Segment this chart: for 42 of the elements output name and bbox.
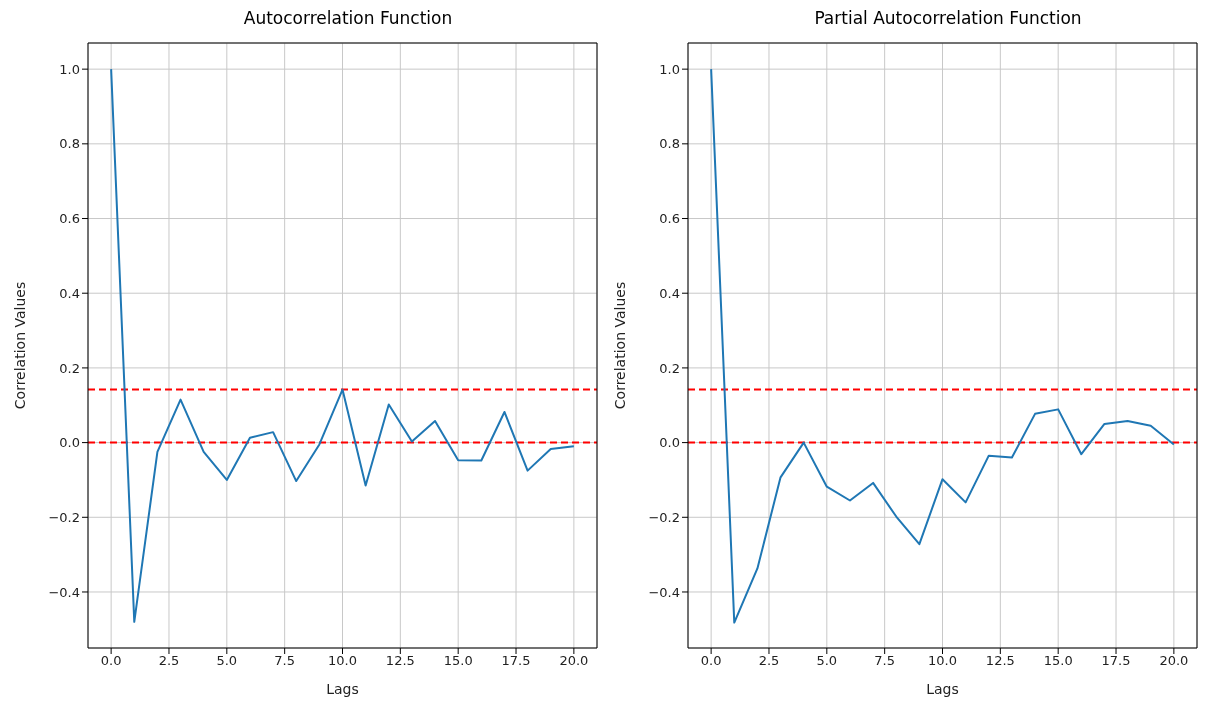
x-tick-label: 15.0 — [1043, 653, 1073, 669]
y-tick-label: 0.0 — [659, 435, 680, 451]
x-tick-label: 2.5 — [758, 653, 780, 669]
chart-title: Autocorrelation Function — [242, 8, 454, 30]
x-axis-title: Lags — [926, 681, 959, 697]
y-axis-title: Correlation Values — [11, 281, 28, 410]
y-tick-label: 0.6 — [59, 211, 80, 227]
x-tick-label: 0.0 — [700, 653, 722, 669]
y-tick-label: 0.4 — [659, 285, 680, 301]
y-tick-label: −0.2 — [648, 509, 680, 525]
y-tick-label: −0.4 — [648, 584, 680, 600]
y-tick-label: 0.2 — [59, 360, 80, 376]
y-tick-label: 0.4 — [59, 285, 80, 301]
x-tick-label: 0.0 — [100, 653, 122, 669]
x-tick-label: 15.0 — [443, 653, 473, 669]
x-tick-label: 20.0 — [1159, 653, 1189, 669]
x-tick-label: 7.5 — [274, 653, 295, 669]
x-tick-label: 5.0 — [216, 653, 238, 669]
chart-title: Partial Autocorrelation Function — [813, 8, 1083, 30]
x-tick-label: 10.0 — [928, 653, 957, 669]
y-tick-label: 0.0 — [59, 435, 80, 451]
x-tick-label: 10.0 — [328, 653, 357, 669]
y-tick-label: 1.0 — [659, 61, 680, 77]
line-series — [110, 68, 575, 623]
y-tick-label: 0.6 — [659, 211, 680, 227]
y-tick-label: 0.8 — [59, 136, 80, 152]
y-tick-label: 0.8 — [659, 136, 680, 152]
line-series — [710, 68, 1175, 624]
x-tick-label: 12.5 — [385, 653, 415, 669]
x-tick-label: 2.5 — [158, 653, 180, 669]
y-tick-label: 1.0 — [59, 61, 80, 77]
y-tick-label: −0.2 — [48, 509, 80, 525]
y-tick-label: −0.4 — [48, 584, 80, 600]
y-tick-label: 0.2 — [659, 360, 680, 376]
y-axis-title: Correlation Values — [611, 281, 628, 410]
x-tick-label: 12.5 — [985, 653, 1015, 669]
x-tick-label: 17.5 — [501, 653, 531, 669]
x-tick-label: 7.5 — [874, 653, 895, 669]
x-tick-label: 17.5 — [1101, 653, 1131, 669]
x-tick-label: 20.0 — [559, 653, 589, 669]
x-axis-title: Lags — [326, 681, 359, 697]
x-tick-label: 5.0 — [816, 653, 838, 669]
